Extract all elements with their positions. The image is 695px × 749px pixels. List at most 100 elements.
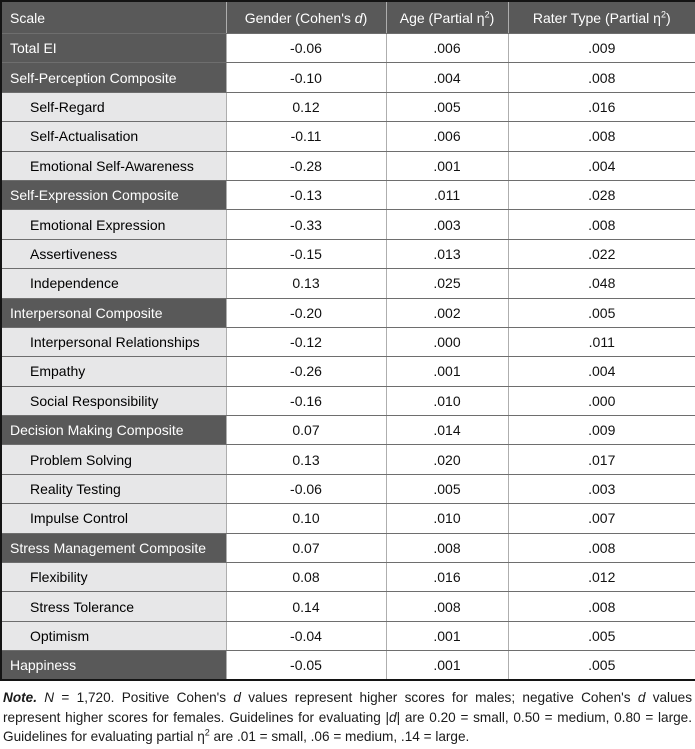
gender-value-cell: -0.28 [225, 150, 387, 181]
gender-value-cell: -0.33 [225, 209, 387, 240]
scale-cell: Self-Regard [0, 91, 227, 123]
scale-cell: Problem Solving [0, 444, 227, 475]
gender-value-cell: 0.12 [225, 91, 387, 123]
gender-value-cell: 0.10 [225, 503, 387, 534]
table-row: Stress Management Composite 0.07.008.008 [0, 532, 695, 564]
age-value-cell: .025 [385, 268, 509, 299]
scale-cell: Self-Actualisation [0, 121, 227, 152]
table-row: Interpersonal Composite -0.20.002.005 [0, 297, 695, 328]
age-value-cell: .004 [385, 62, 509, 93]
table-row: Reality Testing -0.06.005.003 [0, 473, 695, 505]
column-header-age: Age (Partial η2) [385, 0, 509, 34]
age-value-cell: .020 [385, 444, 509, 475]
gender-value-cell: -0.13 [225, 179, 387, 211]
age-value-cell: .001 [385, 150, 509, 181]
rater-type-value-cell: .011 [507, 326, 695, 358]
rater-type-value-cell: .009 [507, 415, 695, 446]
gender-value-cell: -0.10 [225, 62, 387, 93]
scale-cell: Assertiveness [0, 238, 227, 270]
column-header-gender: Gender (Cohen's d) [225, 0, 387, 34]
rater-type-value-cell: .003 [507, 473, 695, 505]
rater-type-value-cell: .000 [507, 385, 695, 417]
gender-value-cell: 0.14 [225, 591, 387, 622]
age-value-cell: .006 [385, 121, 509, 152]
rater-type-value-cell: .008 [507, 62, 695, 93]
table-row: Assertiveness -0.15.013.022 [0, 238, 695, 270]
gender-value-cell: -0.11 [225, 121, 387, 152]
gender-value-cell: -0.12 [225, 326, 387, 358]
gender-value-cell: 0.13 [225, 268, 387, 299]
table-row: Flexibility 0.08.016.012 [0, 562, 695, 593]
age-value-cell: .005 [385, 473, 509, 505]
scale-cell: Flexibility [0, 562, 227, 593]
rater-type-value-cell: .005 [507, 620, 695, 652]
gender-value-cell: 0.07 [225, 532, 387, 564]
age-value-cell: .005 [385, 91, 509, 123]
scale-cell: Interpersonal Relationships [0, 326, 227, 358]
table-row: Problem Solving 0.13.020.017 [0, 444, 695, 475]
gender-value-cell: -0.06 [225, 473, 387, 505]
results-table: Scale Gender (Cohen's d) Age (Partial η2… [0, 0, 695, 682]
age-value-cell: .014 [385, 415, 509, 446]
age-value-cell: .001 [385, 356, 509, 387]
table-row: Stress Tolerance 0.14.008.008 [0, 591, 695, 622]
scale-cell: Happiness [0, 650, 227, 681]
rater-type-value-cell: .007 [507, 503, 695, 534]
rater-type-value-cell: .008 [507, 209, 695, 240]
scale-cell: Emotional Self-Awareness [0, 150, 227, 181]
table-row: Self-Regard 0.12.005.016 [0, 91, 695, 123]
age-value-cell: .002 [385, 297, 509, 328]
rater-type-value-cell: .008 [507, 532, 695, 564]
scale-cell: Emotional Expression [0, 209, 227, 240]
scale-cell: Optimism [0, 620, 227, 652]
gender-value-cell: 0.07 [225, 415, 387, 446]
column-header-scale: Scale [0, 0, 227, 34]
table-row: Social Responsibility -0.16.010.000 [0, 385, 695, 417]
table-body: Total EI -0.06.006.009 Self-Perception Com… [0, 32, 695, 681]
rater-type-value-cell: .005 [507, 650, 695, 681]
age-value-cell: .013 [385, 238, 509, 270]
gender-value-cell: -0.20 [225, 297, 387, 328]
table-row: Self-Expression Composite -0.13.011.028 [0, 179, 695, 211]
table-row: Optimism -0.04.001.005 [0, 620, 695, 652]
table-row: Emotional Self-Awareness -0.28.001.004 [0, 150, 695, 181]
rater-type-value-cell: .017 [507, 444, 695, 475]
gender-value-cell: -0.26 [225, 356, 387, 387]
gender-value-cell: -0.04 [225, 620, 387, 652]
age-value-cell: .010 [385, 385, 509, 417]
gender-value-cell: -0.15 [225, 238, 387, 270]
scale-cell: Social Responsibility [0, 385, 227, 417]
scale-cell: Interpersonal Composite [0, 297, 227, 328]
gender-value-cell: 0.08 [225, 562, 387, 593]
scale-cell: Stress Management Composite [0, 532, 227, 564]
scale-cell: Empathy [0, 356, 227, 387]
table-row: Independence 0.13.025.048 [0, 268, 695, 299]
table-row: Happiness -0.05.001.005 [0, 650, 695, 681]
table-row: Emotional Expression -0.33.003.008 [0, 209, 695, 240]
rater-type-value-cell: .005 [507, 297, 695, 328]
rater-type-value-cell: .048 [507, 268, 695, 299]
rater-type-value-cell: .004 [507, 150, 695, 181]
age-value-cell: .000 [385, 326, 509, 358]
table-row: Self-Perception Composite -0.10.004.008 [0, 62, 695, 93]
table-row: Impulse Control 0.10.010.007 [0, 503, 695, 534]
table-row: Total EI -0.06.006.009 [0, 32, 695, 64]
rater-type-value-cell: .004 [507, 356, 695, 387]
table-row: Interpersonal Relationships -0.12.000.011 [0, 326, 695, 358]
scale-cell: Total EI [0, 32, 227, 64]
column-header-rater-type: Rater Type (Partial η2) [507, 0, 695, 34]
age-value-cell: .016 [385, 562, 509, 593]
age-value-cell: .006 [385, 32, 509, 64]
age-value-cell: .008 [385, 591, 509, 622]
age-value-cell: .010 [385, 503, 509, 534]
rater-type-value-cell: .012 [507, 562, 695, 593]
age-value-cell: .003 [385, 209, 509, 240]
scale-cell: Self-Perception Composite [0, 62, 227, 93]
table-row: Empathy -0.26.001.004 [0, 356, 695, 387]
gender-value-cell: -0.05 [225, 650, 387, 681]
age-value-cell: .011 [385, 179, 509, 211]
table-row: Self-Actualisation -0.11.006.008 [0, 121, 695, 152]
rater-type-value-cell: .008 [507, 591, 695, 622]
scale-cell: Self-Expression Composite [0, 179, 227, 211]
scale-cell: Decision Making Composite [0, 415, 227, 446]
